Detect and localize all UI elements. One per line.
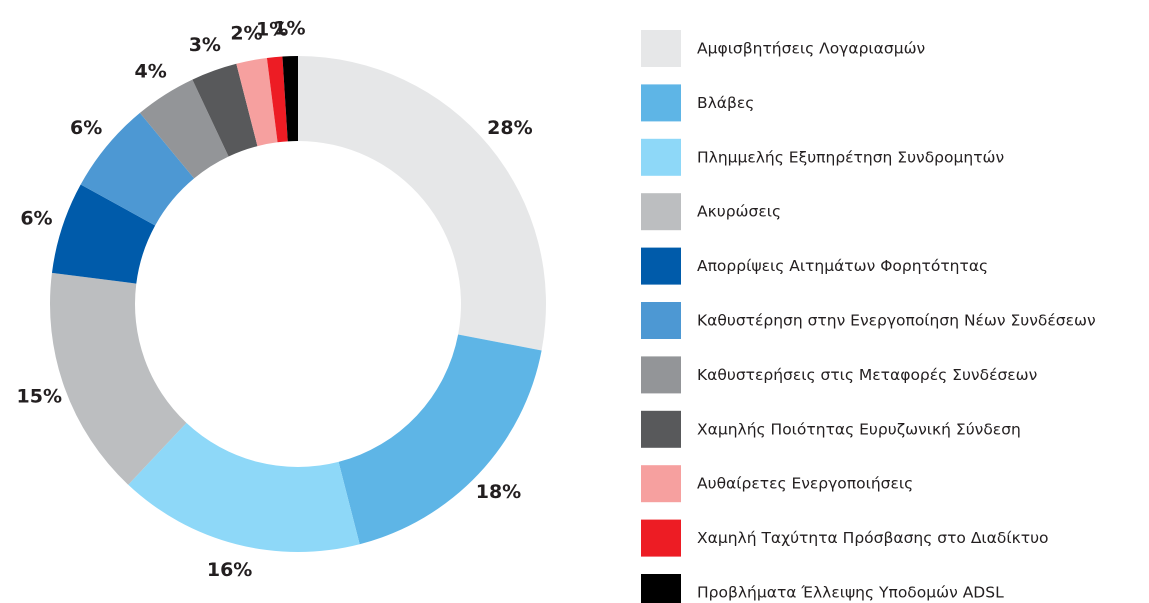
donut-segment (139, 79, 229, 179)
legend-label: Πλημμελής Εξυπηρέτηση Συνδρομητών (697, 148, 1004, 166)
data-label: 15% (17, 386, 62, 408)
legend-label: Προβλήματα Έλλειψης Υποδομών ADSL (697, 584, 1004, 602)
legend-swatch (641, 574, 681, 603)
data-label: 16% (207, 559, 252, 581)
donut-segment (298, 56, 546, 351)
legend-swatch (641, 465, 681, 503)
data-label: 6% (70, 117, 102, 139)
legend-label: Καθυστερήσεις στις Μεταφορές Συνδέσεων (697, 366, 1037, 384)
legend-label: Καθυστέρηση στην Ενεργοποίηση Νέων Συνδέ… (697, 312, 1096, 330)
legend-label: Ακυρώσεις (697, 203, 781, 221)
donut-segment (192, 63, 258, 157)
legend-label: Χαμηλή Ταχύτητα Πρόσβασης στο Διαδίκτυο (697, 529, 1049, 547)
legend-swatch (641, 519, 681, 557)
legend-label: Απορρίψεις Αιτημάτων Φορητότητας (697, 257, 988, 275)
legend-swatch (641, 410, 681, 448)
data-label: 1% (273, 18, 305, 40)
legend-swatch (641, 302, 681, 339)
donut-segment (50, 272, 187, 485)
donut-segment (128, 422, 360, 552)
data-label: 6% (20, 208, 52, 230)
donut-segment (51, 184, 156, 284)
donut-segment (80, 112, 195, 226)
legend-swatch (641, 138, 681, 176)
data-label: 18% (476, 481, 521, 503)
donut-segment (338, 334, 542, 545)
data-label: 4% (135, 60, 167, 82)
data-label: 28% (487, 117, 532, 139)
data-label: 2% (230, 22, 262, 44)
legend-label: Αμφισβητήσεις Λογαριασμών (697, 40, 925, 58)
legend-swatch (641, 193, 681, 231)
donut-segment (266, 56, 288, 143)
legend-swatch (641, 247, 681, 285)
legend-swatch (641, 356, 681, 394)
legend-swatch (641, 30, 681, 67)
legend-label: Βλάβες (697, 94, 754, 112)
data-label: 3% (189, 34, 221, 56)
legend-label: Χαμηλής Ποιότητας Ευρυζωνική Σύνδεση (697, 420, 1021, 438)
data-label: 1% (256, 19, 288, 41)
legend-swatch (641, 84, 681, 122)
legend-label: Αυθαίρετες Ενεργοποιήσεις (697, 475, 913, 493)
donut-segment (282, 56, 298, 142)
donut-segment (236, 57, 278, 147)
